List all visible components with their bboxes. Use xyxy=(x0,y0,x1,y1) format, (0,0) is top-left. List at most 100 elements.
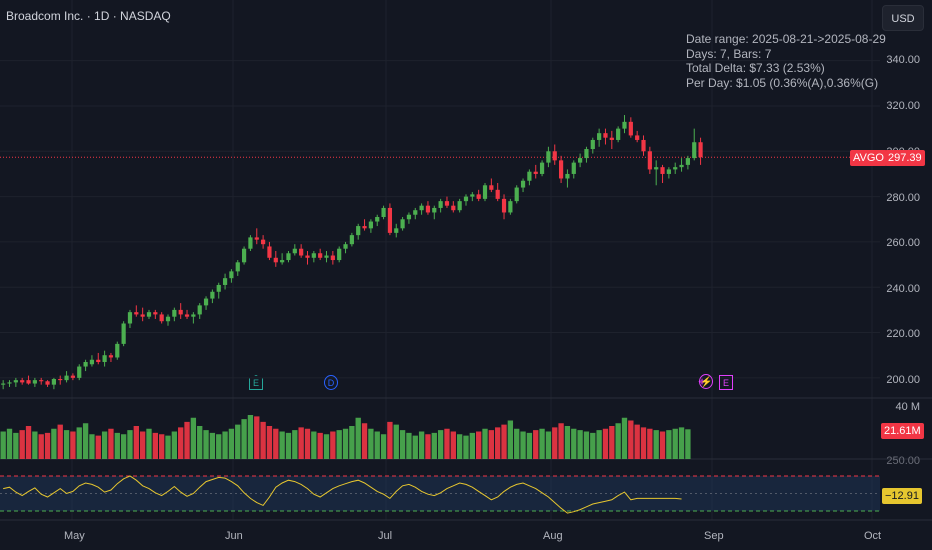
volume-bar xyxy=(380,434,387,459)
volume-bar xyxy=(197,426,203,459)
candle-body xyxy=(229,271,234,279)
volume-bar xyxy=(323,434,330,459)
dividend-event-icon[interactable]: D xyxy=(324,375,338,390)
lightning-event-icon[interactable]: ⚡ xyxy=(699,374,713,389)
candle-body xyxy=(318,253,323,258)
volume-bar xyxy=(222,431,228,459)
price-tick: 320.00 xyxy=(886,100,920,112)
volume-bar xyxy=(558,423,564,459)
volume-bar xyxy=(349,426,355,459)
candle-body xyxy=(210,291,215,299)
candle-body xyxy=(58,379,63,381)
candle-body xyxy=(324,255,329,258)
volume-bar xyxy=(437,430,444,459)
candle-body xyxy=(349,235,354,245)
candle-body xyxy=(641,139,646,152)
volume-bar xyxy=(552,427,558,459)
volume-bar xyxy=(609,426,615,459)
volume-bar xyxy=(526,432,533,459)
candle-body xyxy=(425,205,431,213)
volume-bar xyxy=(495,427,501,459)
volume-bar xyxy=(203,430,209,459)
candle-body xyxy=(432,207,437,213)
volume-bar xyxy=(190,417,197,459)
candle-body xyxy=(102,355,107,363)
candle-body xyxy=(146,312,152,317)
candle-body xyxy=(89,359,95,365)
volume-bar xyxy=(25,426,32,459)
candle-body xyxy=(679,164,684,168)
volume-bar xyxy=(545,431,552,459)
candle-body xyxy=(96,359,101,363)
candle-body xyxy=(127,312,133,324)
candle-body xyxy=(140,314,145,317)
candle-body xyxy=(558,160,564,179)
volume-bar xyxy=(51,428,57,459)
candle-body xyxy=(406,214,412,220)
volume-bar xyxy=(266,426,273,459)
candle-body xyxy=(394,228,399,233)
volume-bar xyxy=(361,423,368,459)
volume-bar xyxy=(463,435,469,459)
candle-body xyxy=(311,253,316,258)
volume-bar xyxy=(209,432,216,459)
candle-body xyxy=(330,255,335,261)
candle-body xyxy=(343,244,348,249)
volume-bar xyxy=(108,428,114,459)
volume-bar xyxy=(418,431,425,459)
volume-bar xyxy=(387,421,393,459)
candle-body xyxy=(470,194,475,197)
currency-button[interactable]: USD xyxy=(882,5,924,31)
candle-body xyxy=(178,309,183,315)
candle-body xyxy=(26,380,31,384)
candle-body xyxy=(597,133,602,140)
candle-body xyxy=(438,201,443,208)
candle-body xyxy=(216,284,221,292)
candle-body xyxy=(305,255,310,258)
candle-body xyxy=(362,226,367,229)
volume-bar xyxy=(57,424,63,459)
earnings-event-icon[interactable]: E xyxy=(249,375,263,390)
candle-body xyxy=(533,171,538,174)
candle-body xyxy=(514,187,519,202)
price-tick: 280.00 xyxy=(886,192,920,204)
candle-body xyxy=(121,323,126,344)
candle-body xyxy=(419,205,424,211)
candle-body xyxy=(413,210,418,215)
candle-body xyxy=(197,305,202,315)
volume-bar xyxy=(583,431,590,459)
volume-bar xyxy=(285,432,292,459)
time-tick: Sep xyxy=(704,530,724,542)
price-tick: 340.00 xyxy=(886,54,920,66)
measure-days: Days: 7, Bars: 7 xyxy=(686,46,772,61)
volume-bar xyxy=(89,434,95,459)
osc-line xyxy=(3,475,682,514)
volume-bar xyxy=(63,430,70,459)
measure-total-delta: Total Delta: $7.33 (2.53%) xyxy=(686,61,825,75)
candle-body xyxy=(134,312,139,315)
volume-bar xyxy=(247,415,254,459)
price-tick: 220.00 xyxy=(886,328,920,340)
candle-body xyxy=(286,253,291,261)
volume-bar xyxy=(171,431,178,459)
volume-bar xyxy=(368,428,374,459)
time-tick: Jun xyxy=(225,530,243,542)
candle-body xyxy=(292,248,297,254)
volume-bar xyxy=(0,431,6,459)
candle-body xyxy=(45,381,50,385)
candle-body xyxy=(489,185,494,190)
candle-body xyxy=(698,142,703,158)
candle-body xyxy=(628,121,633,136)
candle-body xyxy=(546,151,551,163)
volume-bar xyxy=(514,428,520,459)
candle-body xyxy=(609,137,614,140)
earnings-upcoming-icon[interactable]: E xyxy=(719,375,733,390)
volume-bar xyxy=(685,429,691,459)
candle-body xyxy=(13,380,18,383)
candle-body xyxy=(248,237,253,249)
volume-bar xyxy=(564,426,571,459)
volume-bar xyxy=(393,424,399,459)
measure-date-range: Date range: 2025-08-21->2025-08-29 xyxy=(686,32,886,46)
candle-body xyxy=(400,219,405,229)
